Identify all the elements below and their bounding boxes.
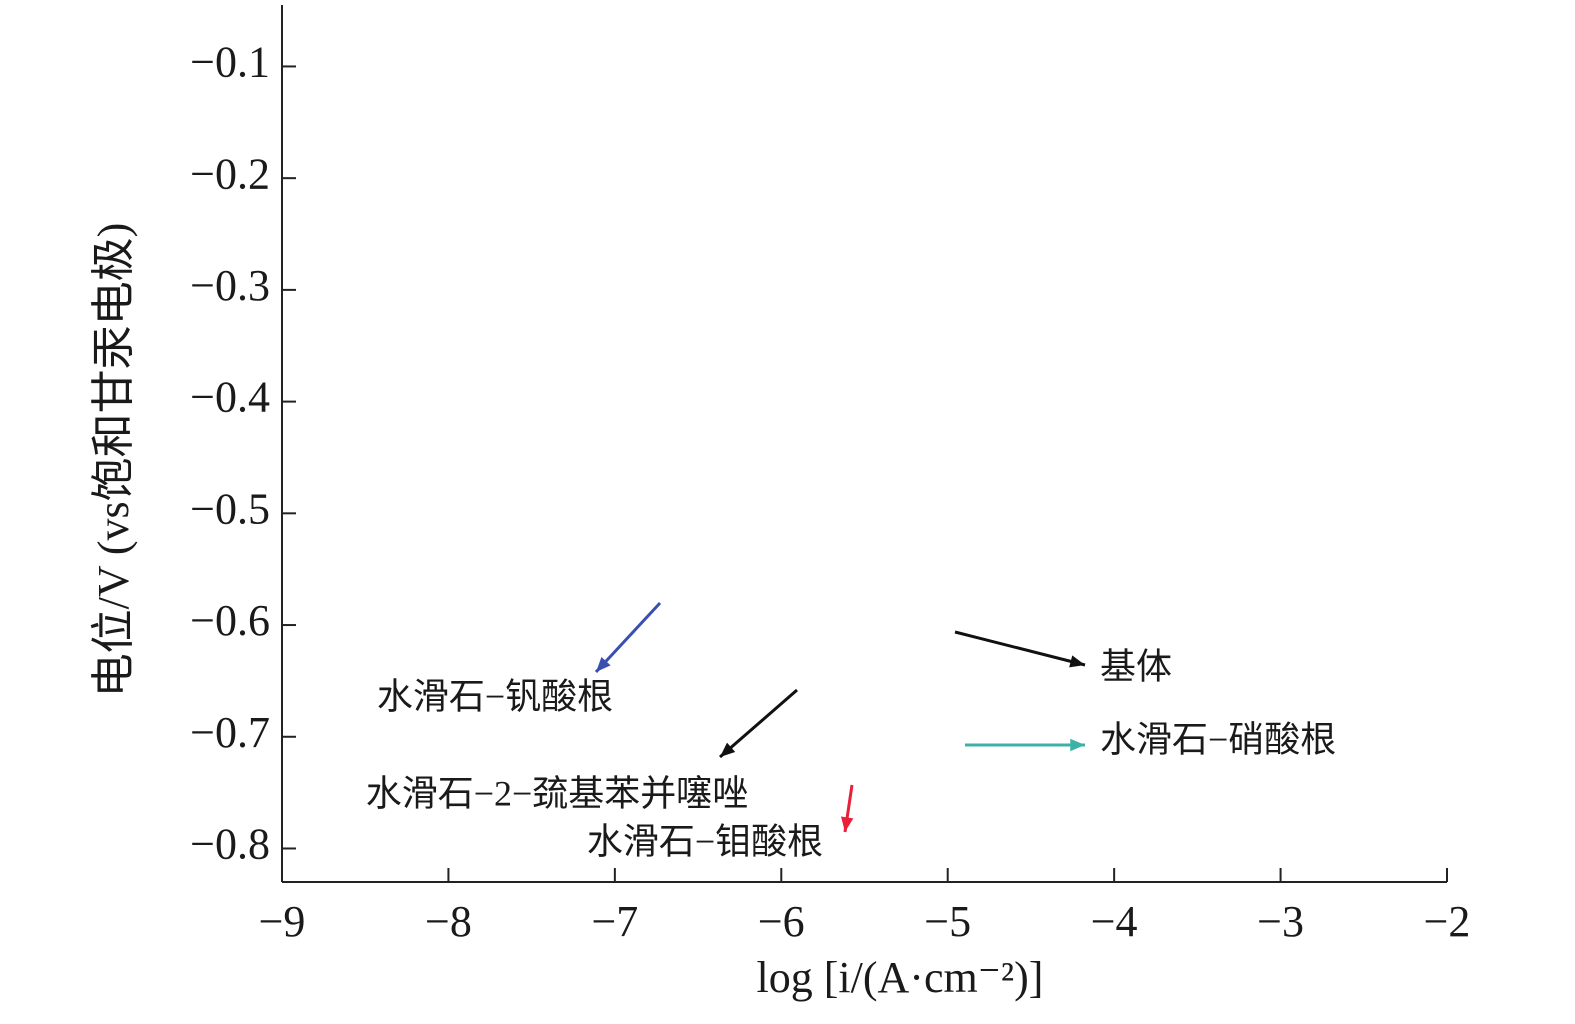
arrow-head — [1070, 738, 1085, 752]
y-tick-label: −0.4 — [190, 373, 270, 422]
y-tick-label: −0.5 — [190, 484, 270, 533]
x-tick-label: −6 — [758, 897, 805, 946]
x-tick-label: −7 — [591, 897, 638, 946]
x-tick-label: −2 — [1424, 897, 1471, 946]
x-tick-label: −8 — [425, 897, 472, 946]
x-tick-label: −3 — [1257, 897, 1304, 946]
arrow-head — [596, 656, 611, 672]
x-tick-label: −5 — [924, 897, 971, 946]
x-axis-label: log [i/(A·cm⁻²)] — [757, 953, 1044, 1002]
series-label: 基体 — [1100, 646, 1172, 686]
y-tick-label: −0.7 — [190, 708, 270, 757]
arrow-head — [1069, 655, 1085, 668]
y-tick-label: −0.8 — [190, 820, 270, 869]
y-tick-label: −0.3 — [190, 261, 270, 310]
x-tick-label: −9 — [259, 897, 306, 946]
arrow-head — [841, 816, 854, 832]
series-label: 水滑石−2−巯基苯并噻唑 — [366, 773, 749, 813]
x-tick-label: −4 — [1091, 897, 1138, 946]
y-axis-label: 电位/V (vs饱和甘汞电极) — [89, 223, 138, 698]
series-label: 水滑石−硝酸根 — [1100, 719, 1336, 759]
arrow-shaft — [719, 688, 798, 759]
series-label: 水滑石−钼酸根 — [587, 821, 823, 861]
y-tick-label: −0.1 — [190, 38, 270, 87]
arrow-shaft — [954, 630, 1086, 667]
series-label: 水滑石−钒酸根 — [377, 676, 613, 716]
y-tick-label: −0.6 — [190, 596, 270, 645]
y-tick-label: −0.2 — [190, 149, 270, 198]
arrow-shaft — [594, 601, 662, 674]
arrow-head — [720, 742, 736, 757]
